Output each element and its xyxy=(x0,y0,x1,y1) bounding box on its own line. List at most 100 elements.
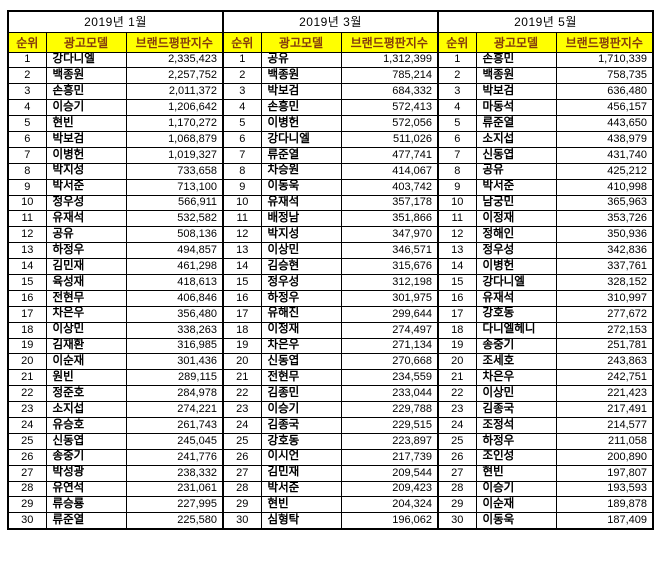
model-name-cell: 이병헌 xyxy=(260,115,342,132)
rank-cell: 10 xyxy=(7,194,47,212)
model-name-cell: 류준열 xyxy=(260,146,342,164)
table-row: 30 류준열 225,580 30 심형탁 196,062 30 이동욱 187,409 xyxy=(7,512,654,530)
rank-cell: 28 xyxy=(222,480,262,498)
rank-cell: 13 xyxy=(437,242,477,260)
month-header-january: 2019년 1월 xyxy=(7,10,224,33)
reputation-index-cell: 566,911 xyxy=(125,194,224,212)
rank-cell: 23 xyxy=(222,401,262,418)
reputation-index-cell: 2,011,372 xyxy=(125,83,224,101)
model-name-cell: 신동엽 xyxy=(475,146,557,164)
model-name-cell: 송중기 xyxy=(45,448,127,466)
model-name-cell: 소지섭 xyxy=(475,130,557,148)
rank-cell: 15 xyxy=(222,273,262,291)
reputation-index-cell: 315,676 xyxy=(340,258,439,275)
model-name-cell: 신동엽 xyxy=(260,353,342,371)
model-name-cell: 류준열 xyxy=(45,512,127,530)
table-row: 4 이승기 1,206,642 4 손흥민 572,413 4 마동석 456,157 xyxy=(7,99,654,117)
rank-cell: 13 xyxy=(222,242,262,260)
rank-cell: 11 xyxy=(222,210,262,228)
rank-cell: 3 xyxy=(222,83,262,101)
model-name-cell: 정우성 xyxy=(260,273,342,291)
rank-cell: 16 xyxy=(437,289,477,307)
model-name-cell: 배정남 xyxy=(260,210,342,228)
rank-cell: 26 xyxy=(7,448,47,466)
reputation-index-cell: 406,846 xyxy=(125,289,224,307)
table-row: 23 소지섭 274,221 23 이승기 229,788 23 김종국 217,491 xyxy=(7,401,654,418)
reputation-index-cell: 342,836 xyxy=(555,242,654,260)
reputation-index-cell: 2,257,752 xyxy=(125,67,224,85)
model-name-cell: 공유 xyxy=(475,162,557,180)
reputation-index-cell: 494,857 xyxy=(125,242,224,260)
rank-cell: 11 xyxy=(437,210,477,228)
reputation-index-cell: 238,332 xyxy=(125,464,224,482)
model-name-cell: 손흥민 xyxy=(475,51,557,69)
reputation-index-cell: 200,890 xyxy=(555,448,654,466)
reputation-index-cell: 223,897 xyxy=(340,432,439,450)
table-row: 22 정준호 284,978 22 김종민 233,044 22 이상민 221,423 xyxy=(7,385,654,403)
rank-cell: 10 xyxy=(437,194,477,212)
model-name-cell: 원빈 xyxy=(45,369,127,387)
rank-cell: 16 xyxy=(7,289,47,307)
rank-cell: 26 xyxy=(437,448,477,466)
model-name-cell: 정우성 xyxy=(45,194,127,212)
rank-cell: 25 xyxy=(222,432,262,450)
reputation-index-cell: 274,497 xyxy=(340,321,439,339)
model-name-cell: 강다니엘 xyxy=(260,130,342,148)
reputation-index-cell: 233,044 xyxy=(340,385,439,403)
model-name-cell: 강호동 xyxy=(475,305,557,323)
rank-cell: 4 xyxy=(222,99,262,117)
model-name-cell: 김민재 xyxy=(45,258,127,275)
reputation-index-cell: 418,613 xyxy=(125,273,224,291)
reputation-index-cell: 301,975 xyxy=(340,289,439,307)
reputation-index-cell: 197,807 xyxy=(555,464,654,482)
model-name-cell: 조세호 xyxy=(475,353,557,371)
model-name-cell: 유연석 xyxy=(45,480,127,498)
model-name-cell: 박보검 xyxy=(260,83,342,101)
model-name-cell: 공유 xyxy=(260,51,342,69)
reputation-index-cell: 1,206,642 xyxy=(125,99,224,117)
reputation-index-cell: 301,436 xyxy=(125,353,224,371)
model-column-header: 광고모델 xyxy=(45,31,127,53)
model-name-cell: 이동욱 xyxy=(475,512,557,530)
rank-cell: 18 xyxy=(7,321,47,339)
model-name-cell: 차은우 xyxy=(45,305,127,323)
rank-cell: 5 xyxy=(7,115,47,132)
table-row: 29 류승룡 227,995 29 현빈 204,324 29 이순재 189,878 xyxy=(7,496,654,514)
model-name-cell: 현빈 xyxy=(475,464,557,482)
model-name-cell: 이승기 xyxy=(45,99,127,117)
model-name-cell: 김재환 xyxy=(45,337,127,355)
rank-cell: 9 xyxy=(222,178,262,196)
model-name-cell: 하정우 xyxy=(45,242,127,260)
rank-cell: 8 xyxy=(7,162,47,180)
reputation-index-cell: 211,058 xyxy=(555,432,654,450)
reputation-index-cell: 431,740 xyxy=(555,146,654,164)
rank-cell: 15 xyxy=(7,273,47,291)
model-name-cell: 이병헌 xyxy=(475,258,557,275)
model-name-cell: 다니엘헤니 xyxy=(475,321,557,339)
model-name-cell: 류승룡 xyxy=(45,496,127,514)
model-name-cell: 이상민 xyxy=(45,321,127,339)
model-name-cell: 박보검 xyxy=(45,130,127,148)
rank-cell: 30 xyxy=(222,512,262,530)
rank-cell: 27 xyxy=(437,464,477,482)
table-row: 5 현빈 1,170,272 5 이병헌 572,056 5 류준열 443,650 xyxy=(7,115,654,132)
reputation-index-cell: 209,423 xyxy=(340,480,439,498)
rank-cell: 4 xyxy=(437,99,477,117)
model-name-cell: 박성광 xyxy=(45,464,127,482)
table-row: 18 이상민 338,263 18 이정재 274,497 18 다니엘헤니 272,153 xyxy=(7,321,654,339)
model-name-cell: 이순재 xyxy=(45,353,127,371)
reputation-index-cell: 261,743 xyxy=(125,416,224,434)
rank-cell: 7 xyxy=(437,146,477,164)
reputation-index-cell: 251,781 xyxy=(555,337,654,355)
model-name-cell: 이병헌 xyxy=(45,146,127,164)
rank-cell: 25 xyxy=(7,432,47,450)
table-row: 10 정우성 566,911 10 유재석 357,178 10 남궁민 365,963 xyxy=(7,194,654,212)
reputation-index-cell: 1,170,272 xyxy=(125,115,224,132)
reputation-index-cell: 357,178 xyxy=(340,194,439,212)
reputation-index-cell: 425,212 xyxy=(555,162,654,180)
rank-cell: 1 xyxy=(437,51,477,69)
rank-cell: 18 xyxy=(222,321,262,339)
rank-cell: 6 xyxy=(222,130,262,148)
rank-cell: 17 xyxy=(222,305,262,323)
model-name-cell: 차은우 xyxy=(260,337,342,355)
